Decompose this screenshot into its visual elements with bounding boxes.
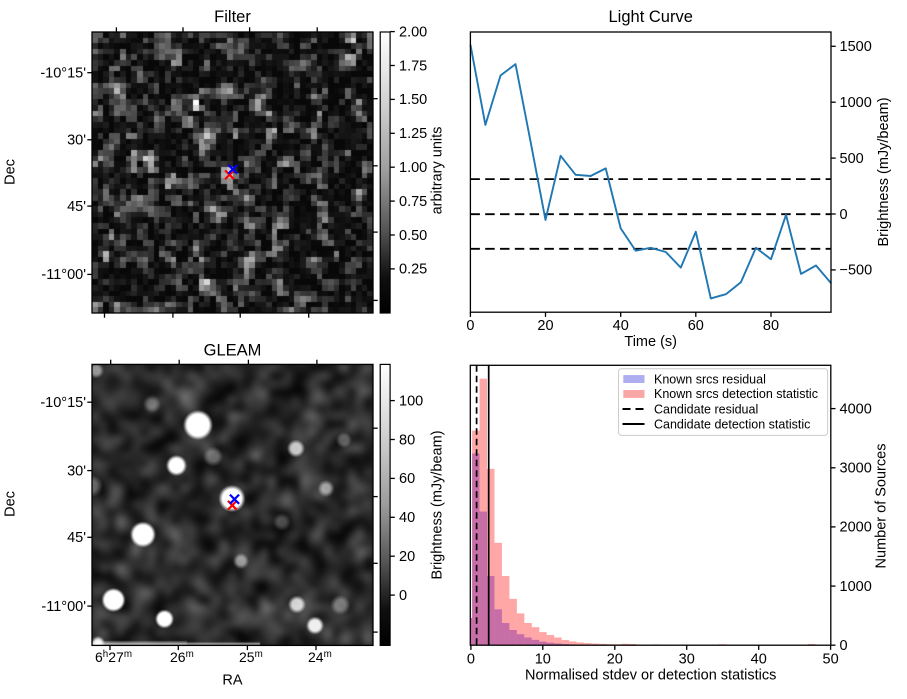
svg-text:40: 40 (399, 510, 415, 526)
svg-text:500: 500 (840, 151, 864, 167)
svg-text:30: 30 (679, 652, 695, 668)
svg-text:Dec: Dec (3, 159, 19, 185)
svg-text:2.00: 2.00 (399, 24, 427, 40)
svg-text:Candidate detection statistic: Candidate detection statistic (654, 417, 810, 431)
svg-text:1.50: 1.50 (399, 92, 427, 108)
svg-text:0: 0 (840, 207, 848, 223)
svg-text:Filter: Filter (214, 8, 251, 26)
svg-text:20: 20 (607, 652, 623, 668)
svg-text:−500: −500 (840, 263, 873, 279)
svg-text:Known srcs detection statistic: Known srcs detection statistic (654, 387, 818, 401)
svg-text:1.75: 1.75 (399, 58, 427, 74)
svg-text:0: 0 (840, 638, 848, 654)
svg-text:0: 0 (399, 588, 407, 604)
svg-text:4000: 4000 (840, 401, 872, 417)
svg-text:1000: 1000 (840, 579, 872, 595)
svg-text:Candidate residual: Candidate residual (654, 402, 758, 416)
svg-text:6h27m: 6h27m (95, 649, 132, 665)
svg-text:0.75: 0.75 (399, 194, 427, 210)
svg-text:60: 60 (399, 471, 415, 487)
svg-text:45': 45' (67, 199, 86, 215)
svg-text:40: 40 (613, 318, 629, 334)
svg-text:Light Curve: Light Curve (609, 8, 693, 26)
svg-text:1500: 1500 (840, 39, 872, 55)
svg-text:-10°15': -10°15' (40, 395, 86, 411)
svg-text:Known srcs residual: Known srcs residual (654, 372, 766, 386)
svg-text:Brightness (mJy/beam): Brightness (mJy/beam) (430, 430, 446, 579)
svg-text:0: 0 (466, 318, 474, 334)
svg-text:3000: 3000 (840, 461, 872, 477)
svg-text:25m: 25m (239, 649, 263, 665)
svg-text:100: 100 (399, 393, 423, 409)
svg-text:RA: RA (222, 673, 242, 689)
svg-text:1.25: 1.25 (399, 126, 427, 142)
svg-text:0.50: 0.50 (399, 228, 427, 244)
svg-text:40: 40 (751, 652, 767, 668)
svg-text:GLEAM: GLEAM (204, 342, 262, 360)
svg-text:Number of Sources: Number of Sources (874, 444, 890, 569)
svg-text:80: 80 (763, 318, 779, 334)
svg-text:20: 20 (399, 549, 415, 565)
svg-text:10: 10 (535, 652, 551, 668)
svg-text:0: 0 (467, 652, 475, 668)
svg-text:1.00: 1.00 (399, 160, 427, 176)
svg-text:50: 50 (823, 652, 839, 668)
svg-text:Brightness (mJy/beam): Brightness (mJy/beam) (876, 97, 892, 246)
svg-text:2000: 2000 (840, 520, 872, 536)
svg-text:30': 30' (67, 133, 86, 149)
svg-text:Time (s): Time (s) (624, 334, 677, 350)
svg-text:1000: 1000 (840, 95, 872, 111)
svg-text:45': 45' (67, 530, 86, 546)
svg-text:-10°15': -10°15' (40, 66, 86, 82)
svg-text:Dec: Dec (3, 491, 19, 517)
svg-text:arbitrary units: arbitrary units (430, 127, 446, 215)
svg-text:80: 80 (399, 432, 415, 448)
svg-text:Normalised stdev or detection: Normalised stdev or detection statistics (525, 668, 776, 684)
svg-text:20: 20 (537, 318, 553, 334)
svg-text:24m: 24m (308, 649, 332, 665)
svg-text:-11°00': -11°00' (41, 267, 86, 283)
svg-text:0.25: 0.25 (399, 262, 427, 278)
svg-text:26m: 26m (170, 649, 194, 665)
svg-text:30': 30' (67, 463, 86, 479)
svg-text:60: 60 (688, 318, 704, 334)
svg-text:-11°00': -11°00' (41, 599, 86, 615)
